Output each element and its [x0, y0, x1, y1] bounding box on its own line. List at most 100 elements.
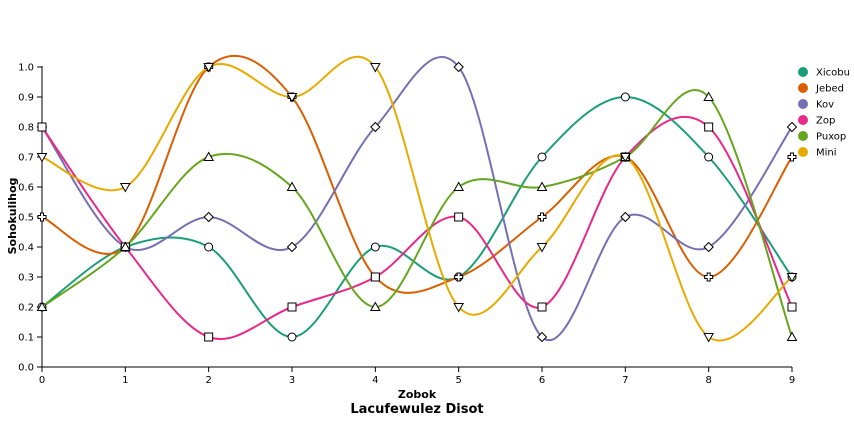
series-line-jebed	[41, 54, 793, 294]
data-point-mini	[203, 63, 215, 73]
legend-label: Mini	[816, 148, 837, 159]
series-line-mini	[41, 55, 793, 342]
legend-item-jebed[interactable]: Jebed	[798, 83, 844, 95]
x-tick-label: 9	[789, 375, 795, 386]
legend-label: Jebed	[815, 84, 844, 95]
data-point-puxop	[536, 181, 548, 191]
data-point-kov	[453, 61, 464, 73]
data-point-xicobu	[537, 152, 547, 162]
legend-item-xicobu[interactable]: Xicobu	[798, 67, 850, 79]
series-markers-layer	[36, 61, 798, 343]
data-point-puxop	[119, 241, 131, 251]
x-tick-label: 7	[622, 375, 628, 386]
y-tick-label: 0.7	[18, 153, 34, 164]
data-point-zop	[537, 302, 547, 312]
legend-item-mini[interactable]: Mini	[798, 147, 837, 159]
legend-label: Puxop	[816, 132, 846, 143]
data-point-zop	[37, 122, 47, 132]
data-point-xicobu	[704, 152, 714, 162]
legend-label: Zop	[816, 116, 835, 127]
y-tick-label: 0.8	[18, 123, 34, 134]
data-point-kov	[703, 241, 714, 253]
legend-swatch	[798, 67, 808, 77]
legend-swatch	[798, 99, 808, 109]
data-point-mini	[119, 183, 131, 193]
data-point-jebed	[454, 272, 464, 282]
data-point-puxop	[703, 91, 715, 101]
data-point-jebed	[537, 212, 547, 222]
y-tick-label: 0.9	[18, 93, 34, 104]
data-point-kov	[620, 211, 631, 223]
series-line-xicobu	[41, 95, 793, 339]
x-tick-label: 5	[455, 375, 461, 386]
y-tick-label: 1.0	[18, 63, 34, 74]
data-point-puxop	[453, 181, 465, 191]
x-tick-label: 8	[705, 375, 711, 386]
data-point-zop	[704, 122, 714, 132]
chart-title: Lacufewulez Disot	[350, 402, 483, 417]
data-point-puxop	[369, 301, 381, 311]
legend-swatch	[798, 115, 808, 125]
x-tick-label: 1	[122, 375, 128, 386]
x-axis-title: Zobok	[398, 388, 437, 401]
data-point-mini	[703, 333, 715, 343]
data-point-zop	[787, 302, 797, 312]
data-point-xicobu	[287, 332, 297, 342]
y-tick-label: 0.6	[18, 183, 34, 194]
data-point-xicobu	[204, 242, 214, 252]
data-point-zop	[204, 332, 214, 342]
y-tick-label: 0.1	[18, 333, 34, 344]
data-point-jebed	[787, 152, 797, 162]
data-point-kov	[203, 211, 214, 223]
series-lines-layer	[41, 54, 793, 342]
data-point-jebed	[704, 272, 714, 282]
data-point-xicobu	[370, 242, 380, 252]
x-tick-label: 0	[39, 375, 45, 386]
series-line-zop	[41, 115, 793, 340]
legend-swatch	[798, 147, 808, 157]
data-point-mini	[536, 243, 548, 253]
data-point-zop	[287, 302, 297, 312]
legend-label: Kov	[816, 100, 834, 111]
data-point-kov	[536, 331, 548, 343]
x-tick-label: 4	[372, 375, 378, 386]
x-tick-label: 3	[289, 375, 295, 386]
legend-swatch	[798, 131, 808, 141]
data-point-mini	[453, 303, 465, 313]
data-point-puxop	[203, 151, 215, 161]
x-tick-label: 6	[539, 375, 545, 386]
y-tick-label: 0.2	[18, 303, 34, 314]
data-point-kov	[286, 241, 298, 253]
data-point-jebed	[37, 212, 47, 222]
legend-item-zop[interactable]: Zop	[798, 115, 835, 127]
axes-layer: 0 1 2 3 4 5 6 7 8 9 0.0 0.1 0.2 0.3 0.4 0.5 0.6 0.7 0.8 0.9…	[18, 63, 795, 387]
data-point-mini	[36, 153, 48, 163]
y-tick-label: 0.5	[18, 213, 34, 224]
legend: Xicobu Jebed Kov Zop Puxop Mini	[798, 67, 850, 159]
data-point-puxop	[786, 331, 798, 341]
data-point-mini	[786, 273, 798, 283]
data-point-mini	[286, 93, 298, 103]
series-line-kov	[41, 56, 793, 342]
data-point-mini	[619, 153, 631, 163]
y-tick-label: 0.3	[18, 273, 34, 284]
series-line-puxop	[41, 89, 793, 338]
data-point-kov	[786, 121, 798, 133]
legend-label: Xicobu	[816, 68, 850, 79]
x-tick-label: 2	[205, 375, 211, 386]
y-tick-label: 0.0	[18, 363, 34, 374]
data-point-zop	[370, 272, 380, 282]
data-point-mini	[369, 63, 381, 73]
y-tick-label: 0.4	[18, 243, 34, 254]
legend-item-puxop[interactable]: Puxop	[798, 131, 846, 143]
legend-swatch	[798, 83, 808, 93]
data-point-puxop	[286, 181, 298, 191]
y-axis-title: Sohokulihog	[6, 178, 19, 255]
data-point-zop	[454, 212, 464, 222]
legend-item-kov[interactable]: Kov	[798, 99, 834, 111]
data-point-xicobu	[620, 92, 630, 102]
data-point-puxop	[36, 301, 48, 311]
data-point-kov	[370, 121, 381, 133]
